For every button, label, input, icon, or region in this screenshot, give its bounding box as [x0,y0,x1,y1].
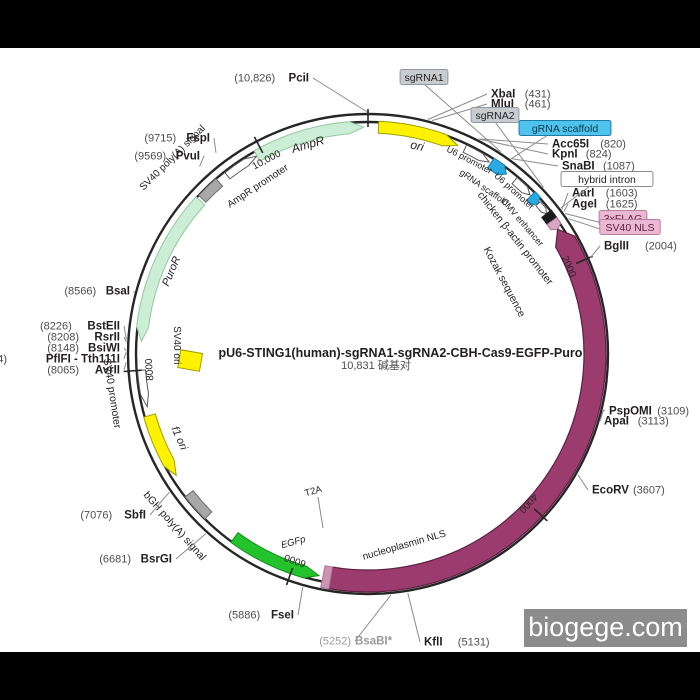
svg-text:(5131): (5131) [458,637,490,649]
svg-text:EcoRV: EcoRV [592,485,629,497]
svg-text:(2004): (2004) [645,241,677,253]
svg-text:ApaI: ApaI [604,416,629,428]
svg-text:ori: ori [409,137,426,154]
svg-text:(10,826): (10,826) [234,73,275,85]
svg-text:pU6-STING1(human)-sgRNA1-sgRNA: pU6-STING1(human)-sgRNA1-sgRNA2-CBH-Cas9… [219,346,583,360]
svg-text:KpnI: KpnI [552,149,578,161]
svg-text:f1 ori: f1 ori [168,425,189,453]
svg-text:(8566): (8566) [64,286,96,298]
svg-text:(461): (461) [525,99,551,111]
svg-text:nucleoplasmin NLS: nucleoplasmin NLS [361,528,447,562]
svg-text:T2A: T2A [303,484,323,500]
svg-text:SbfI: SbfI [124,510,146,522]
svg-text:(9569): (9569) [134,151,166,163]
svg-text:PciI: PciI [289,73,309,85]
svg-text:(9715): (9715) [144,133,176,145]
svg-text:KflI: KflI [424,637,443,649]
svg-text:FseI: FseI [271,610,294,622]
svg-text:SV40 ori: SV40 ori [171,326,182,364]
svg-text:BglII: BglII [604,241,629,253]
svg-text:(6681): (6681) [99,554,131,566]
svg-text:(5252): (5252) [319,636,351,648]
svg-text:EGFp: EGFp [280,534,307,551]
svg-text:gRNA scaffold: gRNA scaffold [532,123,599,135]
svg-text:SV40 NLS: SV40 NLS [605,222,654,234]
svg-text:8000: 8000 [144,358,157,381]
svg-text:(5886): (5886) [228,610,260,622]
svg-text:(8065): (8065) [47,365,79,377]
svg-text:(824): (824) [586,149,612,161]
svg-text:10,831 碱基对: 10,831 碱基对 [341,358,411,372]
svg-text:(3113): (3113) [638,416,669,428]
svg-text:BsaBI*: BsaBI* [355,636,393,648]
svg-text:PvuI: PvuI [176,151,200,163]
svg-text:SnaBI: SnaBI [562,161,595,173]
svg-text:AgeI: AgeI [572,199,597,211]
svg-text:BsrGI: BsrGI [141,554,172,566]
svg-text:BsaI: BsaI [106,286,130,298]
svg-text:FspI: FspI [186,133,210,145]
svg-text:Kozak sequence: Kozak sequence [481,245,528,319]
svg-text:(8134): (8134) [0,354,7,366]
svg-text:sgRNA1: sgRNA1 [404,72,443,84]
svg-text:hybrid intron: hybrid intron [578,174,636,186]
svg-text:(3607): (3607) [633,485,665,497]
svg-text:sgRNA2: sgRNA2 [475,110,514,122]
svg-text:(1087): (1087) [603,161,635,173]
svg-text:(1625): (1625) [606,199,638,211]
svg-text:(7076): (7076) [80,510,112,522]
svg-text:AvrII: AvrII [95,365,120,377]
